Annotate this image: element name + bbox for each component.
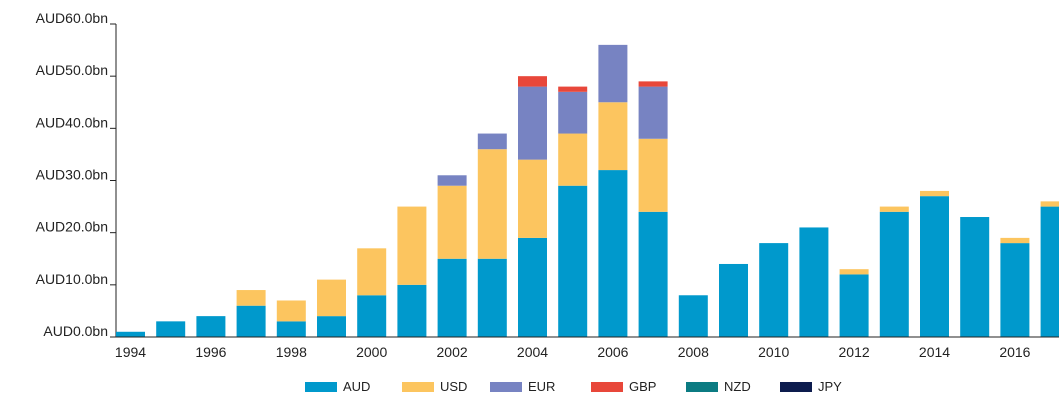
bar-usd-2004 bbox=[518, 159, 547, 238]
bar-aud-2003 bbox=[477, 258, 507, 337]
bar-aud-2005 bbox=[558, 185, 588, 337]
x-tick-label: 2000 bbox=[356, 344, 387, 360]
x-tick-label: 2014 bbox=[919, 344, 950, 360]
legend-item-usd: USD bbox=[402, 380, 467, 394]
legend-label: USD bbox=[440, 379, 468, 394]
x-tick-label: 1998 bbox=[276, 344, 307, 360]
bar-aud-1997 bbox=[236, 305, 266, 337]
y-axis: AUD0.0bn AUD10.0bn AUD20.0bn AUD30.0bn AUD40… bbox=[36, 10, 117, 339]
bar-aud-1999 bbox=[317, 316, 346, 337]
bar-usd-2001 bbox=[397, 206, 427, 285]
bar-aud-2004 bbox=[518, 237, 547, 337]
x-tick-label: 2002 bbox=[437, 344, 468, 360]
legend-swatch bbox=[402, 382, 434, 392]
bar-aud-2008 bbox=[678, 295, 708, 337]
bar-usd-1997 bbox=[236, 290, 266, 306]
legend-item-jpy: JPY bbox=[780, 380, 842, 394]
legend-swatch bbox=[686, 382, 718, 392]
x-tick-label: 2008 bbox=[678, 344, 709, 360]
bar-gbp-2005 bbox=[558, 86, 588, 92]
bar-eur-2002 bbox=[437, 175, 467, 186]
bar-usd-2016 bbox=[1000, 237, 1030, 244]
bar-aud-2001 bbox=[397, 284, 427, 337]
x-tick-label: 2004 bbox=[517, 344, 548, 360]
legend-swatch bbox=[305, 382, 337, 392]
bar-aud-1998 bbox=[276, 321, 306, 337]
y-tick-label: AUD50.0bn bbox=[36, 62, 108, 78]
bar-eur-2004 bbox=[518, 86, 547, 160]
bar-eur-2006 bbox=[598, 44, 628, 103]
bar-aud-2009 bbox=[719, 263, 748, 337]
y-tick-label: AUD0.0bn bbox=[43, 323, 108, 339]
legend-label: EUR bbox=[528, 379, 556, 394]
bar-gbp-2004 bbox=[518, 76, 547, 87]
bar-aud-2016 bbox=[1000, 243, 1030, 337]
legend-swatch bbox=[490, 382, 522, 392]
bars bbox=[116, 44, 1059, 337]
bar-aud-2017 bbox=[1040, 206, 1059, 337]
bar-aud-2006 bbox=[598, 170, 628, 337]
bar-gbp-2007 bbox=[638, 81, 668, 87]
bar-eur-2003 bbox=[477, 133, 507, 150]
legend-swatch bbox=[591, 382, 623, 392]
legend-item-eur: EUR bbox=[490, 380, 555, 394]
bar-usd-2007 bbox=[638, 138, 668, 212]
x-tick-label: 2016 bbox=[999, 344, 1030, 360]
y-tick-label: AUD60.0bn bbox=[36, 10, 108, 26]
bar-usd-2000 bbox=[357, 248, 387, 296]
bar-aud-2014 bbox=[920, 196, 949, 337]
legend-swatch bbox=[780, 382, 812, 392]
legend: AUD USD EUR GBP NZD JPY bbox=[0, 380, 1059, 394]
bar-aud-2015 bbox=[960, 217, 990, 337]
legend-item-aud: AUD bbox=[305, 380, 370, 394]
bar-usd-2003 bbox=[477, 149, 507, 259]
legend-item-gbp: GBP bbox=[591, 380, 656, 394]
legend-label: NZD bbox=[724, 379, 751, 394]
y-tick-label: AUD40.0bn bbox=[36, 114, 108, 130]
bar-usd-2014 bbox=[920, 190, 949, 197]
bar-usd-2012 bbox=[839, 269, 869, 275]
bar-aud-1996 bbox=[196, 316, 226, 337]
bar-usd-2002 bbox=[437, 185, 467, 259]
bar-aud-2000 bbox=[357, 295, 387, 337]
legend-item-nzd: NZD bbox=[686, 380, 751, 394]
legend-label: GBP bbox=[629, 379, 657, 394]
bar-aud-2012 bbox=[839, 274, 869, 337]
x-tick-label: 2006 bbox=[597, 344, 628, 360]
bar-eur-2007 bbox=[638, 86, 668, 139]
bar-usd-2013 bbox=[879, 206, 909, 212]
x-tick-label: 1996 bbox=[195, 344, 226, 360]
bar-usd-2017 bbox=[1040, 201, 1059, 207]
y-tick-label: AUD10.0bn bbox=[36, 271, 108, 287]
bar-aud-2013 bbox=[879, 211, 909, 337]
legend-label: AUD bbox=[343, 379, 371, 394]
bar-usd-2006 bbox=[598, 102, 628, 171]
y-tick-label: AUD30.0bn bbox=[36, 167, 108, 183]
y-tick-label: AUD20.0bn bbox=[36, 219, 108, 235]
x-tick-label: 2012 bbox=[839, 344, 870, 360]
x-axis: 1994 1996 1998 2000 2002 2004 2006 2008 2010 2012… bbox=[115, 336, 1059, 360]
x-tick-label: 2010 bbox=[758, 344, 789, 360]
legend-label: JPY bbox=[818, 379, 842, 394]
bar-aud-1995 bbox=[156, 321, 186, 337]
bar-aud-2011 bbox=[799, 227, 829, 337]
stacked-bar-chart: AUD0.0bn AUD10.0bn AUD20.0bn AUD30.0bn AUD40… bbox=[36, 10, 1059, 360]
x-tick-label: 1994 bbox=[115, 344, 146, 360]
bar-usd-2005 bbox=[558, 133, 588, 186]
bar-usd-1998 bbox=[276, 300, 306, 322]
bar-aud-2010 bbox=[759, 243, 789, 337]
bar-usd-1999 bbox=[317, 279, 346, 317]
bar-aud-1994 bbox=[116, 331, 145, 337]
bar-eur-2005 bbox=[558, 91, 588, 134]
bar-aud-2002 bbox=[437, 258, 467, 337]
bar-aud-2007 bbox=[638, 211, 668, 337]
